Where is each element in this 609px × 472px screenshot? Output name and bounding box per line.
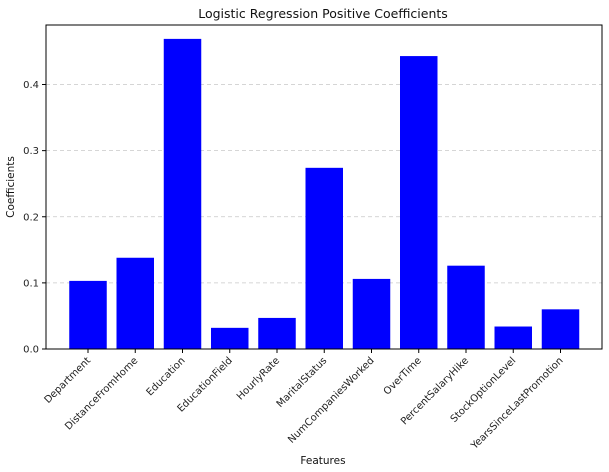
bar [116,257,154,349]
bar [163,38,202,350]
y-tick-label: 0.1 [23,278,39,289]
bar [541,309,580,349]
x-tick-label: NumCompaniesWorked [286,355,376,445]
bar [352,278,391,349]
bar [305,167,343,349]
bar [211,327,249,349]
y-axis-title: Coefficients [5,156,17,218]
y-tick-label: 0.0 [23,345,39,356]
x-tick-label: Department [43,355,94,406]
bars [69,38,580,350]
x-axis-title: Features [300,455,345,467]
x-tick-label: OverTime [382,355,424,397]
y-axis-ticks: 0.0 0.1 0.2 0.3 0.4 [23,80,46,356]
chart-title: Logistic Regression Positive Coefficient… [198,6,448,21]
bar [494,326,532,349]
x-tick-label: YearsSinceLastPromotion [469,355,566,452]
bar [447,265,485,349]
x-tick-label: HourlyRate [235,355,282,402]
bar [400,56,438,350]
y-tick-label: 0.4 [23,80,39,91]
y-tick-label: 0.2 [23,212,39,223]
y-tick-label: 0.3 [23,146,39,157]
bar [69,280,107,349]
bar [258,317,296,349]
x-tick-label: Education [145,355,188,398]
